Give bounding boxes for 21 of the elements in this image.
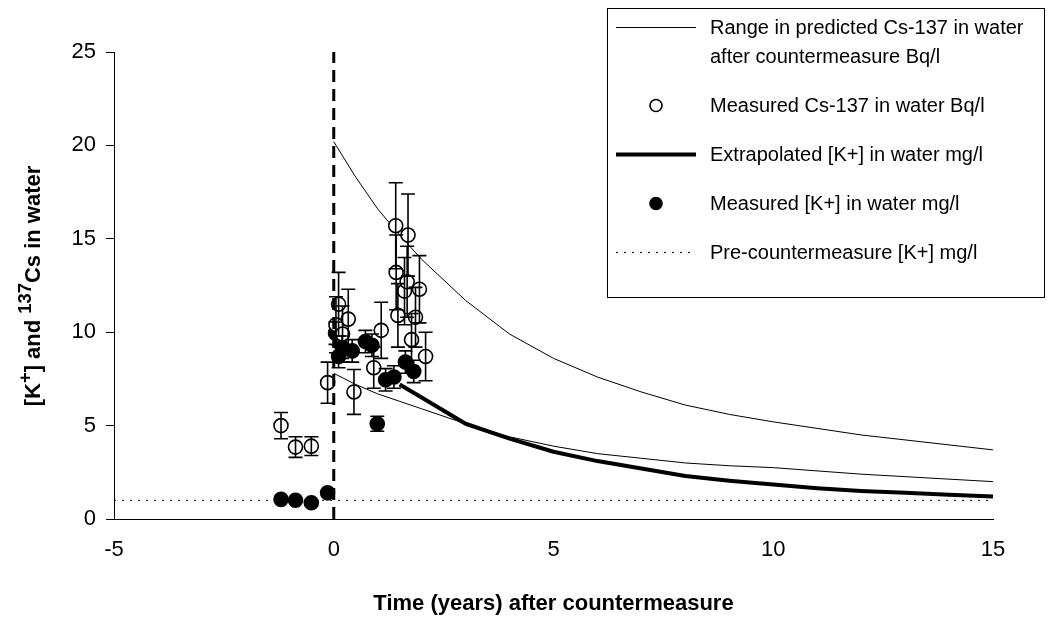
y-tick-label: 5 (83, 411, 96, 437)
x-axis-title: Time (years) after countermeasure (373, 589, 734, 615)
x-tick-label: 0 (327, 536, 340, 562)
legend-label: Extrapolated [K+] in water mg/l (710, 142, 984, 167)
y-tick-label: 20 (71, 131, 96, 157)
x-tick-label: 5 (547, 536, 560, 562)
point (273, 491, 289, 508)
x-tick-label: 15 (980, 536, 1006, 562)
y-tick-label: 0 (83, 505, 96, 531)
point (287, 492, 304, 509)
legend-label: Measured Cs-137 in water Bq/l (710, 93, 986, 118)
y-tick-label: 15 (71, 224, 96, 250)
legend-label: Measured [K+] in water mg/l (710, 191, 961, 216)
point (287, 439, 304, 455)
y-tick-label: 25 (71, 38, 96, 64)
point (303, 494, 320, 511)
x-tick-label: 10 (761, 536, 786, 562)
legend-label: Range in predicted Cs-137 in water after countermeasure Bq/l (710, 15, 1025, 69)
legend-label: Pre-countermeasure [K+] mg/l (710, 240, 979, 265)
y-tick-label: 10 (71, 318, 96, 344)
x-tick-label: -5 (104, 536, 124, 562)
